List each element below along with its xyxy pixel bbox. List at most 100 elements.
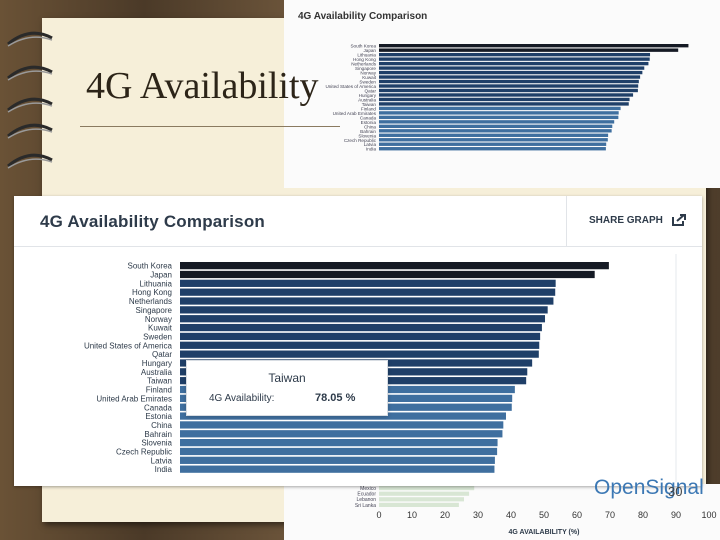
category-label: Canada bbox=[144, 403, 173, 412]
bar[interactable] bbox=[180, 447, 498, 456]
category-label: Lithuania bbox=[140, 279, 173, 288]
bg-bar bbox=[379, 129, 612, 133]
bar[interactable] bbox=[180, 465, 495, 473]
bg-bar bbox=[379, 486, 475, 491]
bg-category-label: Czech Republic bbox=[344, 138, 377, 143]
bar-tooltip: Taiwan 4G Availability: 78.05 % bbox=[186, 360, 388, 416]
binder-ring-icon bbox=[4, 122, 56, 142]
bg-bar bbox=[379, 115, 619, 120]
bg-category-label: United Arab Emirates bbox=[333, 111, 377, 116]
page-number: 30 bbox=[668, 484, 683, 499]
bg-bar bbox=[379, 106, 621, 111]
bg-category-label: Slovenia bbox=[358, 133, 376, 138]
bar[interactable] bbox=[180, 279, 556, 287]
bg-category-label: Singapore bbox=[355, 66, 376, 71]
bar[interactable] bbox=[180, 421, 504, 429]
bg-bar bbox=[379, 79, 639, 84]
slide-title: 4G Availability bbox=[86, 65, 319, 107]
bg-category-label: Finland bbox=[361, 106, 377, 111]
chart-card: 4G Availability Comparison SHARE GRAPH S… bbox=[14, 196, 702, 486]
bg-bar bbox=[379, 111, 619, 115]
opensignal-logo: OpenSignal bbox=[594, 476, 704, 499]
category-label: Kuwait bbox=[148, 324, 173, 333]
bar[interactable] bbox=[180, 412, 506, 420]
bg-category-label: Norway bbox=[360, 71, 376, 76]
category-label: Netherlands bbox=[129, 297, 172, 306]
bar[interactable] bbox=[180, 315, 546, 323]
x-tick-label: 70 bbox=[605, 510, 615, 520]
bar[interactable] bbox=[180, 288, 556, 296]
bar[interactable] bbox=[180, 270, 595, 279]
category-label: Japan bbox=[150, 271, 172, 280]
chart-card-header: 4G Availability Comparison SHARE GRAPH bbox=[14, 196, 702, 247]
x-tick-label: 80 bbox=[638, 510, 648, 520]
bg-bar bbox=[379, 491, 470, 496]
background-chart-title: 4G Availability Comparison bbox=[298, 11, 428, 22]
tooltip-label: 4G Availability: bbox=[209, 393, 275, 404]
bg-category-label: Canada bbox=[360, 115, 377, 120]
bg-bar bbox=[379, 70, 643, 75]
binder-ring-icon bbox=[4, 152, 56, 172]
bar[interactable] bbox=[180, 323, 542, 332]
bar[interactable] bbox=[180, 341, 540, 349]
binder-ring-icon bbox=[4, 30, 56, 50]
bg-category-label: Estonia bbox=[361, 120, 377, 125]
category-label: South Korea bbox=[128, 262, 173, 271]
bar[interactable] bbox=[180, 456, 495, 464]
bar[interactable] bbox=[180, 430, 503, 438]
bg-category-label: Japan bbox=[363, 48, 376, 53]
bg-bar bbox=[379, 84, 639, 88]
bg-bar bbox=[379, 75, 641, 79]
x-tick-label: 30 bbox=[473, 510, 483, 520]
bg-category-label: Lithuania bbox=[357, 53, 376, 58]
bg-category-label: Hong Kong bbox=[353, 57, 376, 62]
x-axis: 0 10 20 30 40 50 60 70 80 90 100 4G AVAILABILITY (%… bbox=[376, 510, 716, 536]
bg-category-label: Lebanon bbox=[357, 497, 377, 503]
bg-bar bbox=[379, 57, 650, 61]
bg-bar bbox=[379, 147, 606, 151]
bg-bar bbox=[379, 138, 608, 142]
bar[interactable] bbox=[180, 262, 609, 270]
tooltip-value: 78.05 % bbox=[315, 392, 356, 404]
bg-category-label: Hungary bbox=[359, 93, 377, 98]
category-label: Sweden bbox=[143, 332, 172, 341]
category-label: Norway bbox=[145, 315, 172, 324]
x-axis-label: 4G AVAILABILITY (%) bbox=[509, 529, 580, 536]
bg-category-label: Ecuador bbox=[357, 492, 376, 498]
bg-category-label: Kuwait bbox=[362, 75, 377, 80]
x-tick-label: 60 bbox=[572, 510, 582, 520]
share-graph-button[interactable]: SHARE GRAPH bbox=[566, 196, 702, 246]
category-label: Finland bbox=[146, 386, 172, 395]
bg-category-label: Netherlands bbox=[351, 62, 376, 67]
bg-bar bbox=[379, 133, 609, 137]
category-label: Hungary bbox=[142, 359, 172, 368]
x-tick-label: 90 bbox=[671, 510, 681, 520]
category-label: China bbox=[151, 421, 172, 430]
bar[interactable] bbox=[180, 306, 548, 314]
bg-category-label: Sri Lanka bbox=[355, 503, 376, 509]
category-label: Singapore bbox=[136, 306, 173, 315]
background-chart-bottom: Mexico Ecuador Lebanon Sri Lanka bbox=[284, 484, 720, 540]
bar[interactable] bbox=[180, 350, 539, 358]
bg-category-label: United States of America bbox=[325, 84, 376, 89]
x-tick-label: 0 bbox=[376, 510, 381, 520]
category-label: Estonia bbox=[145, 412, 172, 421]
binder-ring-icon bbox=[4, 96, 56, 116]
chart-title: 4G Availability Comparison bbox=[40, 212, 265, 231]
x-tick-label: 10 bbox=[407, 510, 417, 520]
bg-bar bbox=[379, 502, 459, 507]
bg-bar bbox=[379, 52, 651, 57]
bg-category-label: Mexico bbox=[360, 486, 376, 492]
bg-bar bbox=[379, 124, 613, 129]
category-label: United States of America bbox=[84, 341, 173, 350]
bar[interactable] bbox=[180, 439, 498, 447]
title-divider bbox=[80, 126, 340, 127]
category-label: Czech Republic bbox=[116, 448, 172, 457]
tooltip-country: Taiwan bbox=[268, 371, 306, 385]
bar[interactable] bbox=[180, 332, 541, 341]
x-tick-label: 50 bbox=[539, 510, 549, 520]
bar[interactable] bbox=[180, 297, 554, 305]
share-graph-label: SHARE GRAPH bbox=[589, 215, 663, 226]
